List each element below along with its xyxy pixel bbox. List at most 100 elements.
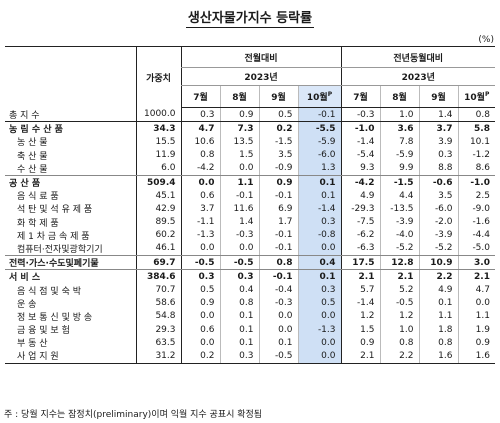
mom-value-cell: -0.5 bbox=[258, 349, 298, 364]
row-label: 전력·가스·수도및폐기물 bbox=[5, 255, 136, 271]
row-label: 축 산 물 bbox=[17, 151, 48, 162]
yoy-value-cell: 5.7 bbox=[340, 283, 380, 297]
unit-label: (%) bbox=[478, 35, 494, 45]
yoy-value-cell: 1.1 bbox=[457, 309, 495, 323]
mom-value-cell: 13.5 bbox=[219, 135, 259, 149]
yoy-value-cell: -4.4 bbox=[457, 228, 495, 242]
mom-value-cell: -0.1 bbox=[258, 228, 298, 242]
mom-value-cell: 0.9 bbox=[180, 296, 220, 310]
mom-value-cell: 0.3 bbox=[297, 215, 341, 229]
yoy-value-cell: 10.9 bbox=[418, 255, 458, 271]
mom-value-cell: 0.4 bbox=[297, 255, 341, 271]
table-row: 농 산 물 15.5 10.6 13.5 -1.5 -5.9 -1.4 7.8 3.9 10.1 bbox=[5, 135, 495, 149]
yoy-value-cell: 4.7 bbox=[457, 283, 495, 297]
header-weight: 가중치 bbox=[135, 46, 181, 108]
header-year-mom: 2023년 bbox=[180, 67, 341, 86]
yoy-value-cell: 1.6 bbox=[457, 349, 495, 364]
mom-value-cell: 0.8 bbox=[180, 148, 220, 162]
yoy-value-cell: -5.4 bbox=[340, 148, 380, 162]
mom-value-cell: -4.2 bbox=[180, 161, 220, 176]
weight-cell: 29.3 bbox=[135, 323, 181, 337]
table-row: 부 동 산 63.5 0.0 0.1 0.1 0.0 0.9 0.8 0.8 0.9 bbox=[5, 336, 495, 350]
yoy-value-cell: -1.6 bbox=[457, 215, 495, 229]
yoy-value-cell: 1.6 bbox=[418, 349, 458, 364]
yoy-value-cell: 1.1 bbox=[418, 309, 458, 323]
mom-value-cell: 0.0 bbox=[219, 241, 259, 257]
yoy-value-cell: 1.0 bbox=[379, 107, 419, 123]
mom-value-cell: 0.3 bbox=[180, 107, 220, 123]
yoy-value-cell: 0.1 bbox=[418, 296, 458, 310]
yoy-value-cell: 4.9 bbox=[340, 189, 380, 203]
yoy-value-cell: 2.1 bbox=[340, 269, 380, 284]
mom-value-cell: 3.5 bbox=[258, 148, 298, 162]
mom-value-cell: -0.3 bbox=[219, 228, 259, 242]
table-row: 총 지 수 1000.0 0.3 0.9 0.5 -0.1 -0.3 1.0 1.4 0.8 bbox=[5, 107, 495, 123]
mom-value-cell: 0.3 bbox=[180, 269, 220, 284]
mom-value-cell: 0.9 bbox=[258, 175, 298, 190]
yoy-value-cell: -3.9 bbox=[418, 228, 458, 242]
mom-value-cell: 0.0 bbox=[219, 161, 259, 176]
row-label: 공 산 품 bbox=[9, 179, 41, 190]
mom-value-cell: 10.6 bbox=[180, 135, 220, 149]
yoy-value-cell: 1.2 bbox=[340, 309, 380, 323]
yoy-value-cell: 10.1 bbox=[457, 135, 495, 149]
yoy-value-cell: 1.4 bbox=[418, 107, 458, 123]
yoy-value-cell: -6.0 bbox=[418, 202, 458, 216]
table-row: 운 송 58.6 0.9 0.8 -0.3 0.5 -1.4 -0.5 0.1 0.0 bbox=[5, 296, 495, 310]
weight-cell: 34.3 bbox=[135, 121, 181, 136]
mom-value-cell: 4.7 bbox=[180, 121, 220, 136]
header-month-yoy-4: 10월P bbox=[457, 85, 495, 108]
yoy-value-cell: 2.5 bbox=[457, 189, 495, 203]
table-row: 음 식 점 및 숙 박 70.7 0.5 0.4 -0.4 0.3 5.7 5.2 4.9 4.7 bbox=[5, 283, 495, 297]
yoy-value-cell: -4.2 bbox=[340, 175, 380, 190]
row-label: 금 융 및 보 험 bbox=[17, 326, 70, 337]
yoy-value-cell: -3.9 bbox=[379, 215, 419, 229]
header-month-mom-1: 7월 bbox=[180, 85, 220, 108]
mom-value-cell: -0.1 bbox=[297, 107, 341, 123]
row-label: 수 산 물 bbox=[5, 161, 136, 176]
row-label: 음 식 점 및 숙 박 bbox=[17, 286, 81, 297]
table-row: 공 산 품 509.4 0.0 1.1 0.9 0.1 -4.2 -1.5 -0.6 -1.0 bbox=[5, 175, 495, 190]
footnote: 주 : 당월 지수는 잠정치(preliminary)이며 익월 지수 공표시 … bbox=[4, 410, 263, 420]
yoy-value-cell: -0.3 bbox=[340, 107, 380, 123]
yoy-value-cell: 4.4 bbox=[379, 189, 419, 203]
yoy-value-cell: -5.0 bbox=[457, 241, 495, 257]
yoy-value-cell: -1.0 bbox=[457, 175, 495, 190]
header-month-yoy-1: 7월 bbox=[340, 85, 380, 108]
mom-value-cell: 0.0 bbox=[180, 175, 220, 190]
yoy-value-cell: 1.9 bbox=[457, 323, 495, 337]
row-label: 서 비 스 bbox=[9, 273, 41, 284]
weight-cell: 15.5 bbox=[135, 135, 181, 149]
mom-value-cell: -5.5 bbox=[297, 121, 341, 136]
yoy-value-cell: 3.0 bbox=[457, 255, 495, 271]
yoy-value-cell: 9.3 bbox=[340, 161, 380, 176]
yoy-value-cell: 0.8 bbox=[379, 336, 419, 350]
weight-cell: 384.6 bbox=[135, 269, 181, 284]
row-label: 음 식 료 품 bbox=[17, 192, 59, 203]
row-label: 사 업 지 원 bbox=[5, 349, 136, 364]
yoy-value-cell: 9.9 bbox=[379, 161, 419, 176]
weight-cell: 60.2 bbox=[135, 228, 181, 242]
row-label: 운 송 bbox=[17, 299, 37, 310]
mom-value-cell: 0.0 bbox=[258, 309, 298, 323]
mom-value-cell: 0.1 bbox=[297, 269, 341, 284]
weight-cell: 1000.0 bbox=[135, 107, 181, 123]
mom-value-cell: -0.1 bbox=[219, 189, 259, 203]
yoy-value-cell: 0.8 bbox=[457, 107, 495, 123]
yoy-value-cell: -6.2 bbox=[340, 228, 380, 242]
yoy-value-cell: 8.6 bbox=[457, 161, 495, 176]
mom-value-cell: 0.2 bbox=[258, 121, 298, 136]
table-row: 석 탄 및 석 유 제 품 42.9 3.7 11.6 6.9 -1.4 -29.3 -13.… bbox=[5, 202, 495, 216]
row-label: 정 보 통 신 및 방 송 bbox=[17, 312, 93, 323]
mom-value-cell: 0.6 bbox=[180, 189, 220, 203]
mom-value-cell: 1.3 bbox=[297, 161, 341, 176]
yoy-value-cell: 3.5 bbox=[418, 189, 458, 203]
table-row: 제 1 차 금 속 제 품 60.2 -1.3 -0.3 -0.1 -0.8 -6.2 -4.… bbox=[5, 228, 495, 242]
mom-value-cell: -6.0 bbox=[297, 148, 341, 162]
yoy-value-cell: -6.3 bbox=[340, 241, 380, 257]
header-month-mom-4: 10월P bbox=[297, 85, 341, 108]
yoy-value-cell: -2.0 bbox=[418, 215, 458, 229]
mom-value-cell: -0.5 bbox=[180, 255, 220, 271]
mom-value-cell: 0.1 bbox=[258, 336, 298, 350]
